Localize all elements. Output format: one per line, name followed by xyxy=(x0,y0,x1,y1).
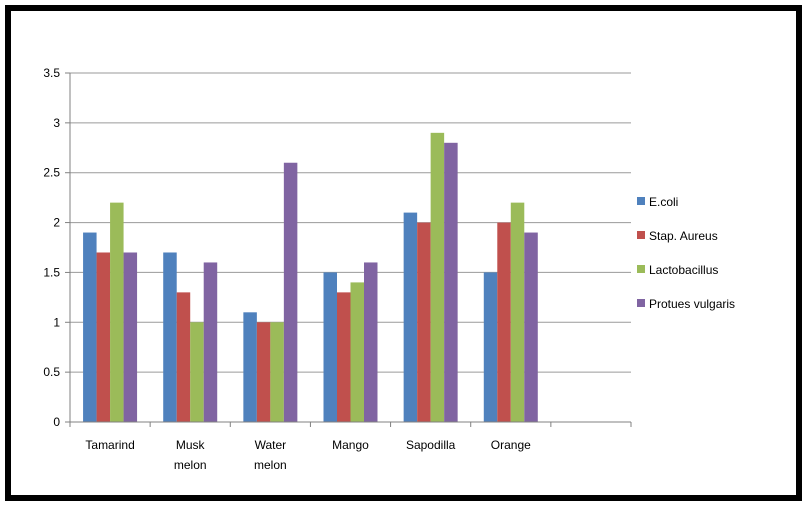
x-tick-label: melon xyxy=(254,458,287,472)
y-tick-label: 1.5 xyxy=(43,265,60,279)
bar-lactobacillus xyxy=(510,202,525,422)
legend: E.coli Stap. Aureus Lactobacillus Protues v… xyxy=(637,195,735,311)
bar-lactobacillus xyxy=(350,282,364,422)
x-tick-label: Water xyxy=(255,438,287,452)
y-tick-label: 2 xyxy=(53,216,60,230)
x-tick-label: Mango xyxy=(332,438,369,452)
y-tick-label: 1 xyxy=(53,315,60,329)
bar-lactobacillus xyxy=(270,322,284,422)
x-tick-label: Tamarind xyxy=(85,438,134,452)
x-tick-label: Sapodilla xyxy=(406,438,456,452)
legend-swatch xyxy=(637,197,645,205)
bar-stap-aureus xyxy=(176,292,191,422)
bar-stap-aureus xyxy=(337,292,351,422)
bar-stap-aureus xyxy=(96,252,111,422)
legend-swatch xyxy=(637,299,645,307)
x-tick-labels: Tamarind Musk melon Water melon Mango Sapodill… xyxy=(85,438,531,472)
bar-e-coli xyxy=(163,252,177,422)
bar-stap-aureus xyxy=(256,322,271,422)
bar-chart: 0 0.5 1 1.5 2 2.5 3 3.5 Tamarind Musk melon Water m… xyxy=(43,66,735,472)
y-tick-label: 2.5 xyxy=(43,166,60,180)
y-tick-label: 0.5 xyxy=(43,365,60,379)
bar-lactobacillus xyxy=(430,132,445,422)
bar-protues-vulgaris xyxy=(524,232,538,422)
bar-stap-aureus xyxy=(417,222,431,422)
bar-marks xyxy=(83,132,538,423)
y-tick-label: 3.5 xyxy=(43,66,60,80)
legend-label: E.coli xyxy=(649,195,678,209)
legend-swatch xyxy=(637,265,645,273)
bar-protues-vulgaris xyxy=(364,262,378,422)
bar-stap-aureus xyxy=(497,222,511,422)
legend-label: Protues vulgaris xyxy=(649,297,735,311)
y-tick-labels: 0 0.5 1 1.5 2 2.5 3 3.5 xyxy=(43,66,60,429)
bar-e-coli xyxy=(403,212,418,422)
bar-protues-vulgaris xyxy=(123,252,138,422)
bar-protues-vulgaris xyxy=(203,262,218,422)
bar-lactobacillus xyxy=(110,202,124,422)
y-tick-label: 3 xyxy=(53,116,60,130)
x-tick-label: Musk xyxy=(176,438,206,452)
bar-protues-vulgaris xyxy=(283,162,298,422)
chart-frame: 0 0.5 1 1.5 2 2.5 3 3.5 Tamarind Musk melon Water m… xyxy=(5,5,802,501)
bar-e-coli xyxy=(323,272,337,422)
bar-e-coli xyxy=(243,312,257,422)
legend-label: Lactobacillus xyxy=(649,263,718,277)
bar-protues-vulgaris xyxy=(444,142,458,423)
axes xyxy=(65,72,632,427)
x-tick-label: Orange xyxy=(491,438,531,452)
y-tick-label: 0 xyxy=(53,415,60,429)
bar-lactobacillus xyxy=(190,322,204,422)
bar-e-coli xyxy=(483,272,498,422)
legend-swatch xyxy=(637,231,645,239)
bar-e-coli xyxy=(83,232,97,422)
x-tick-label: melon xyxy=(174,458,207,472)
legend-label: Stap. Aureus xyxy=(649,229,718,243)
